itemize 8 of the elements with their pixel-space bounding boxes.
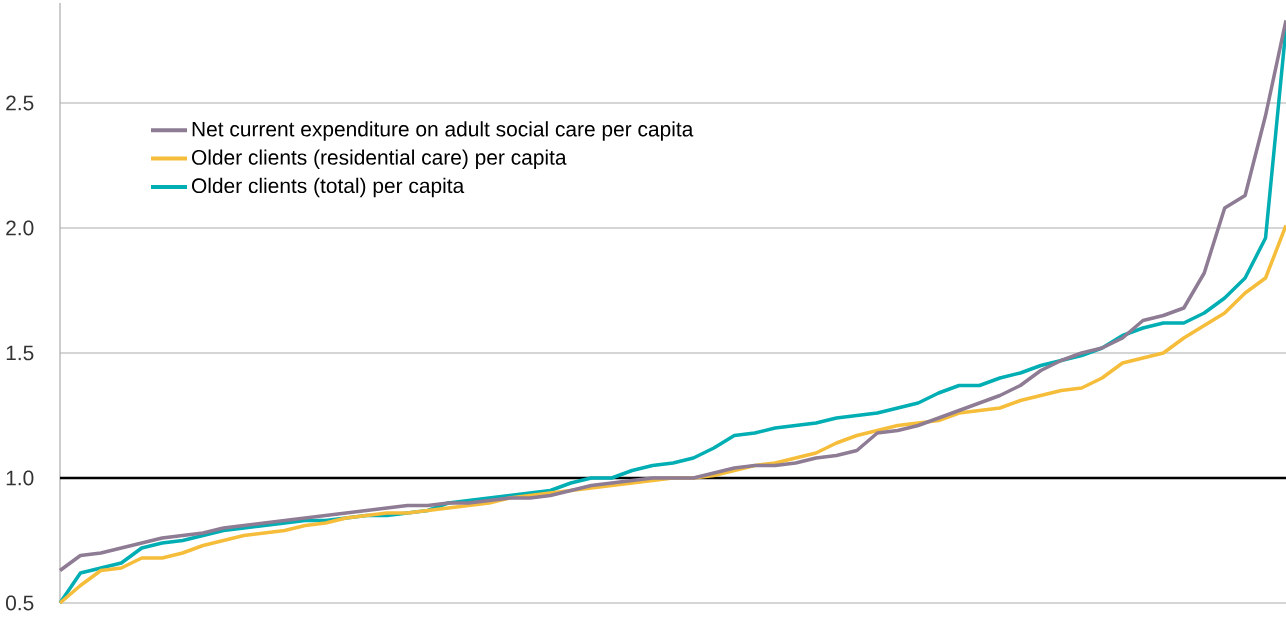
y-tick-label: 2.0: [6, 220, 34, 236]
y-tick-label: 2.5: [6, 95, 34, 111]
legend-label: Net current expenditure on adult social care per capita: [192, 121, 694, 141]
y-tick-label: 0.5: [5, 595, 34, 611]
y-tick-label: 1.5: [6, 345, 34, 361]
legend-label: Older clients (residential care) per capita: [191, 149, 567, 169]
y-tick-label: 1.0: [6, 470, 34, 486]
legend-label: Older clients (total) per capita: [191, 177, 465, 198]
